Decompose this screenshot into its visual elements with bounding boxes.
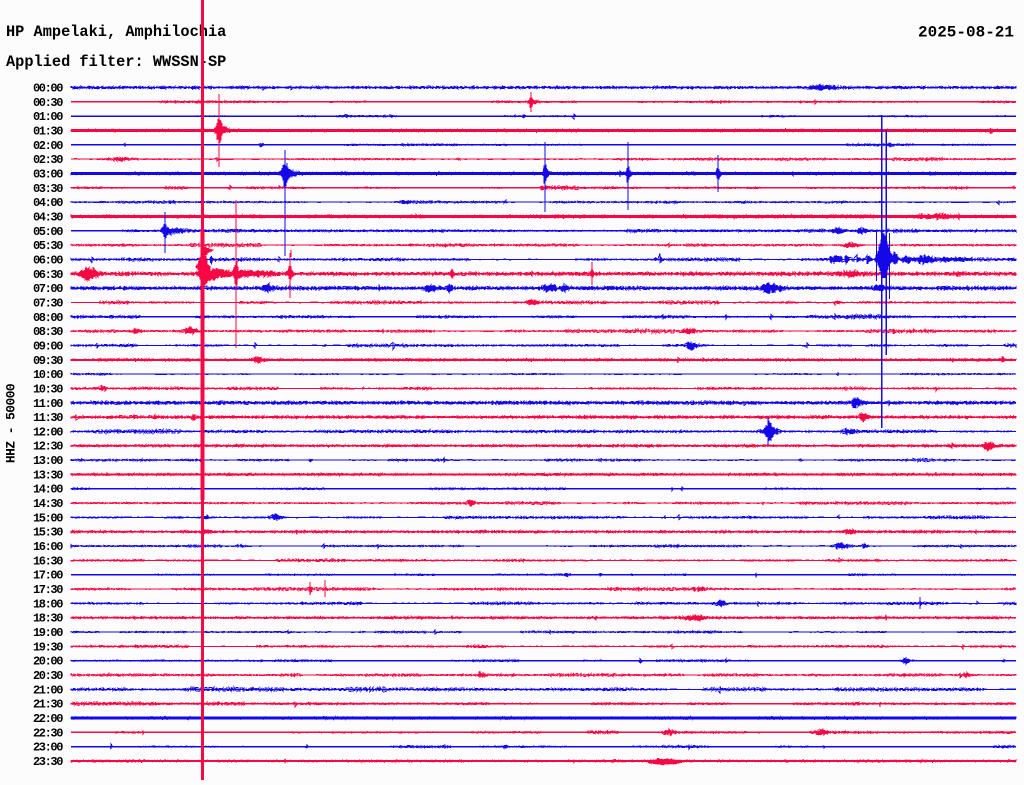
svg-text:17:00: 17:00 xyxy=(33,569,63,583)
svg-text:12:00: 12:00 xyxy=(33,425,63,439)
svg-text:18:30: 18:30 xyxy=(33,612,63,626)
svg-text:13:30: 13:30 xyxy=(33,468,63,482)
svg-text:01:00: 01:00 xyxy=(33,110,63,124)
svg-text:23:30: 23:30 xyxy=(33,755,63,769)
svg-text:04:30: 04:30 xyxy=(33,211,63,225)
svg-text:14:30: 14:30 xyxy=(33,497,63,511)
svg-text:04:00: 04:00 xyxy=(33,196,63,210)
svg-text:00:30: 00:30 xyxy=(33,96,63,110)
svg-text:05:00: 05:00 xyxy=(33,225,63,239)
svg-text:16:30: 16:30 xyxy=(33,554,63,568)
svg-text:22:00: 22:00 xyxy=(33,712,63,726)
svg-text:Applied filter: WWSSN-SP: Applied filter: WWSSN-SP xyxy=(6,53,226,71)
svg-text:07:30: 07:30 xyxy=(33,296,63,310)
svg-text:20:30: 20:30 xyxy=(33,669,63,683)
svg-text:20:00: 20:00 xyxy=(33,655,63,669)
svg-text:05:30: 05:30 xyxy=(33,239,63,253)
svg-text:03:30: 03:30 xyxy=(33,182,63,196)
svg-text:18:00: 18:00 xyxy=(33,597,63,611)
svg-text:14:00: 14:00 xyxy=(33,483,63,497)
svg-text:15:00: 15:00 xyxy=(33,511,63,525)
svg-text:16:00: 16:00 xyxy=(33,540,63,554)
svg-text:08:00: 08:00 xyxy=(33,311,63,325)
svg-text:09:00: 09:00 xyxy=(33,339,63,353)
svg-text:07:00: 07:00 xyxy=(33,282,63,296)
svg-text:11:30: 11:30 xyxy=(33,411,63,425)
svg-text:10:30: 10:30 xyxy=(33,382,63,396)
svg-text:08:30: 08:30 xyxy=(33,325,63,339)
svg-text:01:30: 01:30 xyxy=(33,125,63,139)
svg-text:11:00: 11:00 xyxy=(33,397,63,411)
svg-text:13:00: 13:00 xyxy=(33,454,63,468)
svg-text:19:30: 19:30 xyxy=(33,640,63,654)
svg-text:HHZ - 50000: HHZ - 50000 xyxy=(4,383,19,463)
svg-text:12:30: 12:30 xyxy=(33,440,63,454)
svg-text:10:00: 10:00 xyxy=(33,368,63,382)
svg-text:21:00: 21:00 xyxy=(33,683,63,697)
svg-text:15:30: 15:30 xyxy=(33,526,63,540)
svg-text:19:00: 19:00 xyxy=(33,626,63,640)
svg-text:22:30: 22:30 xyxy=(33,726,63,740)
svg-text:06:00: 06:00 xyxy=(33,254,63,268)
svg-text:03:00: 03:00 xyxy=(33,168,63,182)
svg-text:06:30: 06:30 xyxy=(33,268,63,282)
svg-text:00:00: 00:00 xyxy=(33,82,63,96)
svg-text:09:30: 09:30 xyxy=(33,354,63,368)
svg-text:17:30: 17:30 xyxy=(33,583,63,597)
svg-text:23:00: 23:00 xyxy=(33,741,63,755)
svg-text:HP Ampelaki, Amphilochia: HP Ampelaki, Amphilochia xyxy=(6,23,226,41)
svg-text:21:30: 21:30 xyxy=(33,698,63,712)
svg-text:02:00: 02:00 xyxy=(33,139,63,153)
svg-text:02:30: 02:30 xyxy=(33,153,63,167)
svg-text:2025-08-21: 2025-08-21 xyxy=(918,24,1014,42)
